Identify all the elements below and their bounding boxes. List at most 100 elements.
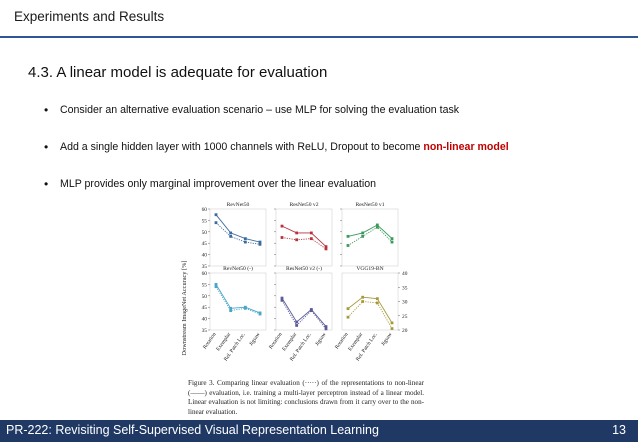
data-point (214, 285, 218, 289)
panel-title: RevNet50 (-) (223, 265, 253, 272)
data-point (375, 297, 379, 301)
data-point (324, 247, 328, 251)
data-point (295, 231, 299, 235)
data-point (346, 307, 350, 311)
panel-frame (275, 208, 333, 267)
tick-label: 40 (402, 271, 408, 277)
data-point (346, 234, 350, 238)
data-point (361, 295, 365, 299)
bullet-item: Consider an alternative evaluation scena… (44, 103, 630, 141)
panel-frame (341, 272, 399, 331)
panel-frame (209, 208, 267, 267)
data-point (229, 306, 233, 310)
tick-label: 60 (202, 271, 208, 277)
data-point (295, 238, 299, 242)
series-line (281, 300, 327, 330)
data-point (346, 315, 350, 319)
data-point (324, 245, 328, 249)
tick-label: 20 (402, 328, 408, 334)
data-point (295, 320, 299, 324)
bullet-text: MLP provides only marginal improvement o… (60, 178, 377, 190)
data-point (258, 240, 262, 244)
series-line (215, 222, 261, 245)
data-point (324, 327, 328, 331)
x-tick-label: Jigsaw (248, 332, 261, 348)
panel-title: ResNet50 v2 (-) (286, 265, 322, 272)
data-point (214, 221, 218, 225)
tick-label: 40 (202, 253, 208, 259)
data-point (243, 237, 247, 241)
data-point (280, 298, 284, 302)
panel-frame (275, 272, 333, 331)
data-point (243, 240, 247, 244)
series-line (347, 224, 393, 239)
data-point (361, 234, 365, 238)
tick-label: 45 (202, 305, 208, 311)
y-axis-label: Downstream ImageNet Accuracy [%] (181, 261, 188, 356)
bullet-text: Consider an alternative evaluation scena… (60, 104, 460, 116)
series-line (347, 296, 393, 324)
data-point (390, 240, 394, 244)
data-point (280, 236, 284, 239)
section-title: 4.3. A linear model is adequate for eval… (28, 64, 328, 81)
slide-header: Experiments and Results (14, 9, 165, 24)
data-point (229, 231, 233, 235)
tick-label: 45 (202, 241, 208, 247)
figure-3: Downstream ImageNet Accuracy [%] RevNet50… (178, 197, 438, 409)
tick-label: 35 (202, 264, 208, 270)
data-point (375, 223, 379, 227)
tick-label: 35 (202, 328, 208, 334)
data-point (324, 325, 328, 328)
bullet-list: Consider an alternative evaluation scena… (44, 103, 630, 215)
panel-title: ResNet50 v1 (355, 202, 384, 208)
tick-label: 50 (202, 294, 208, 300)
data-point (375, 301, 379, 305)
footer-bar: PR-222: Revisiting Self-Supervised Visua… (0, 420, 638, 442)
x-tick-label: Jigsaw (380, 332, 393, 348)
series-line (347, 226, 393, 246)
bullet-item: Add a single hidden layer with 1000 chan… (44, 140, 630, 178)
data-point (243, 306, 247, 310)
data-point (229, 309, 233, 313)
data-point (258, 242, 262, 246)
tick-label: 30 (402, 300, 408, 306)
figure-charts: Downstream ImageNet Accuracy [%] RevNet50… (181, 202, 408, 362)
footer-title: PR-222: Revisiting Self-Supervised Visua… (6, 423, 379, 437)
panel-title: ResNet50 v2 (289, 202, 318, 208)
data-point (214, 283, 218, 286)
x-tick-label: Jigsaw (314, 332, 327, 348)
panel-title: VGG19-BN (356, 266, 383, 272)
data-point (214, 213, 218, 217)
data-point (258, 312, 262, 316)
panel-frame (209, 272, 267, 331)
tick-label: 40 (202, 317, 208, 323)
tick-label: 50 (202, 230, 208, 236)
data-point (295, 324, 299, 327)
data-point (229, 234, 233, 238)
page-number: 13 (612, 423, 626, 437)
data-point (309, 237, 313, 241)
data-point (280, 224, 284, 228)
series-line (281, 297, 327, 327)
data-point (361, 300, 365, 303)
tick-label: 35 (402, 285, 408, 291)
data-point (390, 327, 394, 330)
series-line (347, 301, 393, 329)
header-divider (0, 36, 638, 38)
figure-caption: Figure 3. Comparing linear evaluation (·… (188, 379, 424, 416)
series-line (215, 284, 261, 314)
data-point (375, 225, 379, 229)
series-line (215, 214, 261, 243)
bullet-item: MLP provides only marginal improvement o… (44, 177, 630, 215)
data-point (361, 231, 365, 235)
series-line (215, 286, 261, 315)
data-point (280, 296, 284, 300)
data-point (346, 244, 350, 247)
tick-label: 60 (202, 207, 208, 213)
highlight-text: non-linear model (423, 141, 509, 153)
data-point (309, 309, 313, 313)
series-line (281, 225, 327, 247)
series-line (281, 237, 327, 250)
tick-label: 25 (402, 314, 408, 320)
tick-label: 55 (202, 282, 208, 288)
